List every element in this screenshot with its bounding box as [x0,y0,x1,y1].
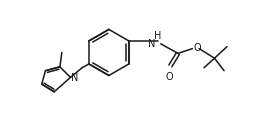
Text: O: O [166,72,173,82]
Text: H: H [154,31,161,41]
Text: N: N [148,39,155,49]
Text: N: N [72,73,79,83]
Text: O: O [193,43,201,53]
